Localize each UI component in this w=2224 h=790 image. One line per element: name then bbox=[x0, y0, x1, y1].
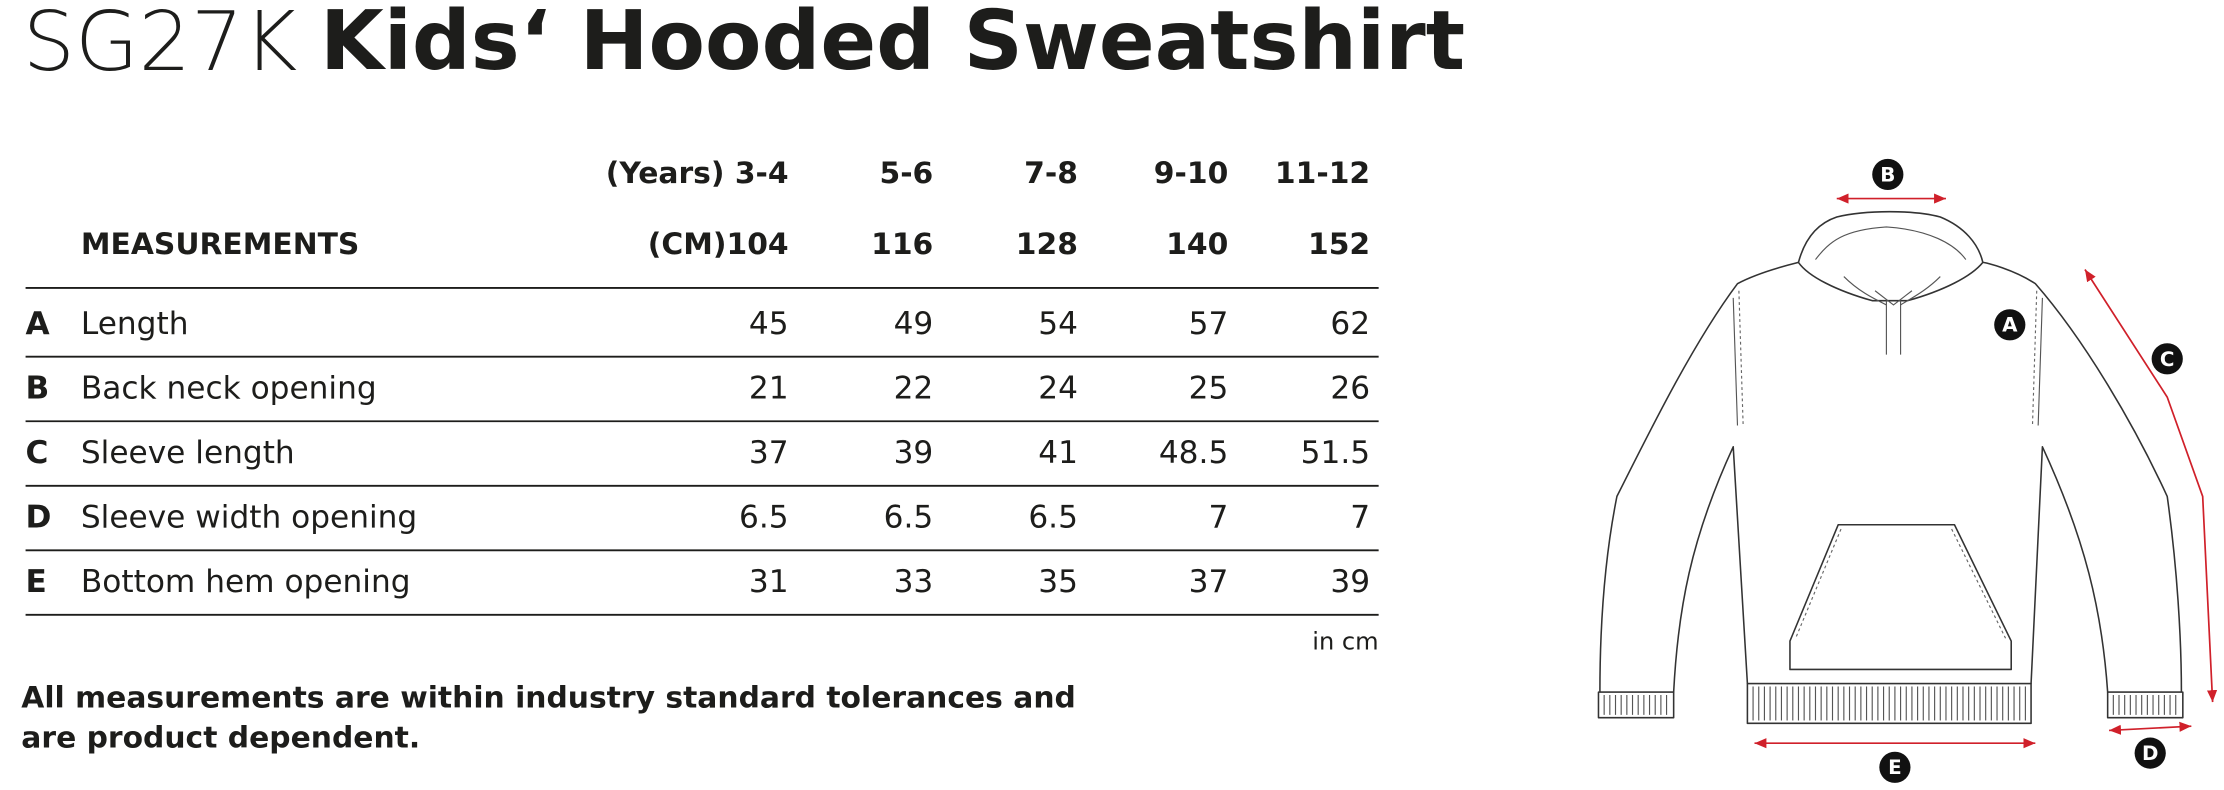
size-header: 11-12 bbox=[1275, 156, 1370, 191]
cell-value: 26 bbox=[1330, 370, 1370, 406]
cell-value: 24 bbox=[1038, 370, 1078, 406]
product-code: SG27K bbox=[23, 0, 298, 89]
hoodie-diagram bbox=[1597, 193, 2218, 749]
label-letter: D bbox=[2142, 742, 2158, 765]
unit-note: in cm bbox=[1312, 627, 1378, 655]
label-badge bbox=[1872, 158, 1904, 191]
row-letter: B bbox=[26, 370, 50, 406]
label-badge bbox=[2151, 343, 2183, 375]
label-badge bbox=[2134, 737, 2166, 769]
size-header: (Years) 3-4 bbox=[606, 156, 789, 191]
cell-value: 7 bbox=[1208, 499, 1228, 535]
cm-header: (CM)104 bbox=[648, 227, 789, 262]
measurements-header: MEASUREMENTS bbox=[81, 227, 359, 262]
cell-value: 31 bbox=[749, 564, 789, 600]
row-letter: A bbox=[26, 306, 50, 342]
size-header: 5-6 bbox=[880, 156, 934, 191]
cell-value: 41 bbox=[1038, 435, 1078, 471]
cell-value: 6.5 bbox=[1028, 499, 1078, 535]
cell-value: 62 bbox=[1330, 306, 1370, 342]
diagram-labels: A B C D E bbox=[1872, 158, 2183, 783]
cell-value: 7 bbox=[1350, 499, 1370, 535]
size-table: (Years) 3-4 5-6 7-8 9-10 11-12 MEASUREMENTS (C… bbox=[26, 156, 1379, 656]
row-label: Length bbox=[81, 306, 189, 342]
label-badge bbox=[1994, 309, 2026, 341]
label-letter: A bbox=[2002, 314, 2018, 337]
row-letter: D bbox=[26, 499, 52, 535]
cell-value: 6.5 bbox=[739, 499, 789, 535]
cell-value: 45 bbox=[749, 306, 789, 342]
product-name: Kids‘ Hooded Sweatshirt bbox=[320, 0, 1465, 89]
row-label: Sleeve width opening bbox=[81, 499, 417, 535]
cm-header: 140 bbox=[1166, 227, 1228, 262]
cm-header: 128 bbox=[1016, 227, 1078, 262]
cell-value: 25 bbox=[1189, 370, 1229, 406]
cm-header: 116 bbox=[871, 227, 933, 262]
cell-value: 6.5 bbox=[884, 499, 934, 535]
row-label: Back neck opening bbox=[81, 370, 377, 406]
row-letter: C bbox=[26, 435, 49, 471]
cell-value: 51.5 bbox=[1301, 435, 1370, 471]
cell-value: 37 bbox=[749, 435, 789, 471]
label-letter: E bbox=[1888, 756, 1902, 779]
row-label: Sleeve length bbox=[81, 435, 295, 471]
label-letter: C bbox=[2160, 348, 2175, 371]
note: All measurements are within industry sta… bbox=[21, 681, 1076, 756]
size-header: 9-10 bbox=[1154, 156, 1229, 191]
note-line: All measurements are within industry sta… bbox=[21, 681, 1076, 716]
row-letter: E bbox=[26, 564, 47, 600]
cell-value: 39 bbox=[1330, 564, 1370, 600]
cm-header: 152 bbox=[1308, 227, 1370, 262]
size-header: 7-8 bbox=[1024, 156, 1078, 191]
cell-value: 49 bbox=[894, 306, 934, 342]
cell-value: 37 bbox=[1189, 564, 1229, 600]
cell-value: 48.5 bbox=[1159, 435, 1228, 471]
note-line: are product dependent. bbox=[21, 720, 420, 755]
page-title: SG27K Kids‘ Hooded Sweatshirt bbox=[23, 0, 1465, 89]
cell-value: 21 bbox=[749, 370, 789, 406]
cell-value: 22 bbox=[894, 370, 934, 406]
label-letter: B bbox=[1880, 163, 1895, 186]
cell-value: 33 bbox=[894, 564, 934, 600]
cell-value: 57 bbox=[1189, 306, 1229, 342]
cell-value: 35 bbox=[1038, 564, 1078, 600]
cell-value: 39 bbox=[894, 435, 934, 471]
row-label: Bottom hem opening bbox=[81, 564, 411, 600]
cell-value: 54 bbox=[1038, 306, 1078, 342]
label-badge bbox=[1879, 751, 1911, 783]
